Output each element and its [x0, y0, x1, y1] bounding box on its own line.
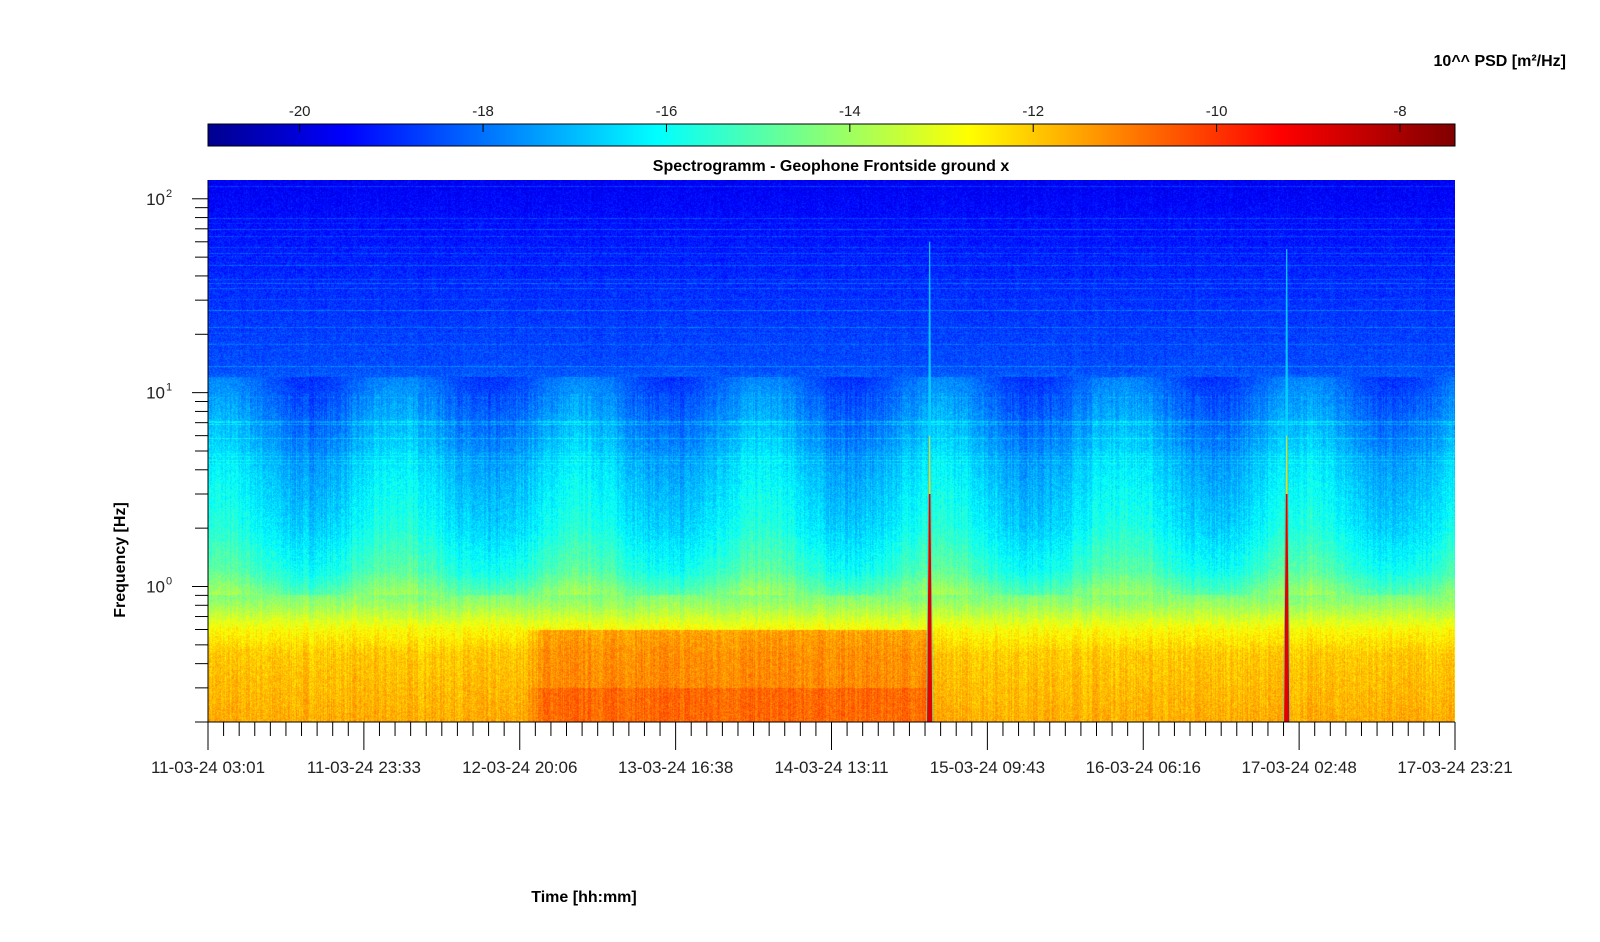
y-tick-label: 10: [146, 190, 165, 209]
colorbar-tick-label: -8: [1393, 103, 1406, 120]
x-tick-label: 17-03-24 02:48: [1241, 758, 1356, 777]
event-markers: [926, 241, 1291, 722]
colorbar-tick-label: -10: [1206, 103, 1228, 120]
x-axis: 11-03-24 03:01 11-03-24 23:33 12-03-24 20:…: [151, 721, 1513, 777]
x-tick-label: 13-03-24 16:38: [618, 758, 733, 777]
colorbar-label: 10^^ PSD [m²/Hz]: [1434, 53, 1566, 70]
x-tick-label: 15-03-24 09:43: [930, 758, 1045, 777]
x-axis-label: Time [hh:mm]: [531, 889, 636, 906]
x-tick-label: 11-03-24 03:01: [151, 758, 265, 777]
x-tick-label: 11-03-24 23:33: [307, 758, 421, 777]
y-tick-label: 10: [146, 578, 165, 597]
chart-title: Spectrogramm - Geophone Frontside ground…: [653, 158, 1010, 175]
colorbar: 10^^ PSD [m²/Hz] -20 -18 -16 -14 -12 -10 -8: [207, 53, 1566, 147]
colorbar-tick-label: -20: [289, 103, 311, 120]
colorbar-tick-label: -12: [1022, 103, 1044, 120]
x-tick-label: 14-03-24 13:11: [774, 758, 888, 777]
colorbar-tick-label: -16: [656, 103, 678, 120]
colorbar-scale: [207, 123, 1456, 147]
y-tick-exponent: 0: [166, 576, 172, 588]
event-spike: [926, 241, 934, 722]
spectrogram-heatmap: [208, 180, 1455, 722]
y-axis-label: Frequency [Hz]: [112, 502, 129, 618]
colorbar-tick-label: -14: [839, 103, 861, 120]
x-tick-label: 12-03-24 20:06: [462, 758, 577, 777]
x-tick-label: 17-03-24 23:21: [1397, 758, 1512, 777]
plot-area: [208, 180, 1455, 722]
event-spike: [1283, 249, 1291, 722]
colorbar-ticks: -20 -18 -16 -14 -12 -10 -8: [289, 103, 1407, 132]
colorbar-tick-label: -18: [472, 103, 494, 120]
y-tick-exponent: 1: [166, 382, 172, 394]
y-tick-label: 10: [146, 384, 165, 403]
y-tick-exponent: 2: [166, 188, 172, 200]
x-tick-label: 16-03-24 06:16: [1086, 758, 1201, 777]
